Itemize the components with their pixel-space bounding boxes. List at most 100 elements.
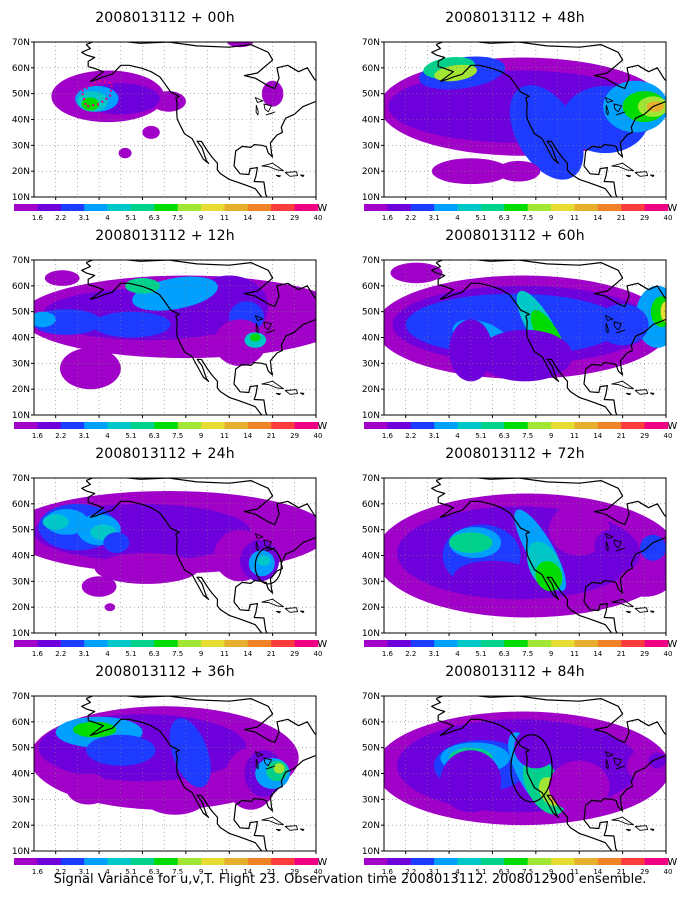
forecast-panel: 2008013112 + 12h70N60N50N40N30N20N10N180… (0, 228, 330, 448)
latitude-tick-label: 60N (362, 718, 380, 728)
colorbar-swatch (434, 640, 458, 647)
colorbar-label: 6.3 (149, 432, 160, 440)
variance-contour (118, 147, 132, 159)
latitude-tick-label: 70N (12, 474, 30, 484)
colorbar-swatch (224, 858, 249, 865)
colorbar-label: 1.6 (32, 432, 44, 440)
colorbar-swatch (294, 640, 319, 647)
colorbar-swatch (154, 640, 179, 647)
colorbar-swatch (84, 204, 108, 211)
latitude-tick-label: 50N (12, 90, 30, 100)
colorbar-swatch (37, 204, 62, 211)
colorbar-label: 5.1 (125, 650, 136, 658)
colorbar-label: 3.1 (79, 868, 90, 876)
variance-contour (261, 80, 284, 107)
colorbar-swatch (14, 858, 38, 865)
colorbar-label: 14 (593, 432, 602, 440)
colorbar-swatch (621, 640, 645, 647)
colorbar-label: 14 (243, 432, 252, 440)
colorbar-swatch (387, 204, 412, 211)
coastline (81, 696, 316, 851)
colorbar-swatch (107, 640, 132, 647)
variance-contour (34, 311, 56, 328)
colorbar-label: 6.3 (499, 650, 510, 658)
colorbar-label: 9 (199, 214, 203, 222)
colorbar-swatch (480, 640, 505, 647)
latitude-tick-label: 30N (362, 141, 380, 151)
colorbar-label: 5.1 (125, 432, 136, 440)
variance-contour (453, 560, 532, 592)
colorbar-swatch (177, 640, 202, 647)
latitude-tick-label: 30N (12, 141, 30, 151)
colorbar-swatch (201, 422, 225, 429)
latitude-tick-label: 20N (362, 821, 380, 831)
panel-title: 2008013112 + 12h (95, 228, 235, 244)
colorbar-swatch (504, 422, 529, 429)
colorbar-label: 40 (664, 214, 673, 222)
colorbar (364, 422, 669, 429)
variance-contour (249, 333, 261, 342)
colorbar-swatch (37, 640, 62, 647)
colorbar-swatch (14, 422, 38, 429)
colorbar-swatch (597, 858, 622, 865)
colorbar (14, 640, 319, 647)
colorbar-swatch (387, 422, 412, 429)
variance-contour (548, 503, 610, 556)
latitude-tick-label: 10N (362, 847, 380, 857)
colorbar-swatch (574, 422, 599, 429)
latitude-tick-label: 40N (362, 116, 380, 126)
colorbar (364, 204, 669, 211)
latitude-tick-label: 10N (12, 629, 30, 639)
colorbar-swatch (434, 858, 458, 865)
colorbar-label: 7.5 (172, 214, 183, 222)
colorbar-label: 40 (664, 432, 673, 440)
colorbar-label: 7.5 (522, 432, 533, 440)
colorbar-swatch (621, 422, 645, 429)
colorbar-label: 5.1 (475, 214, 486, 222)
colorbar-label: 29 (290, 868, 299, 876)
colorbar-label: 7.5 (172, 868, 183, 876)
latitude-tick-label: 20N (362, 603, 380, 613)
colorbar-label: 1.6 (382, 432, 394, 440)
colorbar-label: 40 (314, 868, 323, 876)
variance-contour (104, 603, 116, 612)
coastline (431, 696, 666, 851)
colorbar-label: 11 (570, 214, 579, 222)
panel-title: 2008013112 + 60h (445, 228, 585, 244)
colorbar-swatch (457, 640, 482, 647)
colorbar-label: 7.5 (172, 432, 183, 440)
colorbar-label: 3.1 (79, 650, 90, 658)
colorbar-label: 4 (455, 868, 460, 876)
colorbar-swatch (60, 640, 85, 647)
latitude-tick-label: 40N (12, 770, 30, 780)
colorbar-label: 2.2 (405, 432, 416, 440)
colorbar-label: 14 (593, 868, 602, 876)
latitude-tick-label: 10N (12, 193, 30, 203)
colorbar-swatch (224, 422, 249, 429)
signal-variance-map: 70N60N50N40N30N20N10N180160W140W120W100W… (362, 256, 678, 440)
latitude-tick-label: 30N (12, 577, 30, 587)
colorbar-label: 1.6 (32, 868, 44, 876)
colorbar-label: 7.5 (522, 214, 533, 222)
variance-contour (594, 529, 630, 561)
forecast-panel: 2008013112 + 36h70N60N50N40N30N20N10N180… (0, 664, 330, 884)
colorbar-swatch (294, 204, 319, 211)
colorbar-swatch (271, 204, 295, 211)
colorbar-swatch (224, 640, 249, 647)
colorbar-label: 2.2 (55, 868, 66, 876)
colorbar-label: 11 (220, 432, 229, 440)
colorbar-swatch (154, 422, 179, 429)
colorbar-label: 6.3 (499, 868, 510, 876)
colorbar-label: 21 (267, 214, 276, 222)
variance-shading (34, 270, 316, 390)
variance-shading (51, 42, 284, 159)
colorbar-label: 21 (617, 868, 626, 876)
colorbar-label: 11 (220, 868, 229, 876)
colorbar-label: 40 (664, 868, 673, 876)
latitude-tick-label: 10N (362, 193, 380, 203)
colorbar-swatch (130, 422, 155, 429)
colorbar-swatch (574, 640, 599, 647)
latitude-tick-label: 60N (12, 64, 30, 74)
colorbar-label: 9 (549, 868, 553, 876)
latitude-tick-label: 50N (362, 90, 380, 100)
